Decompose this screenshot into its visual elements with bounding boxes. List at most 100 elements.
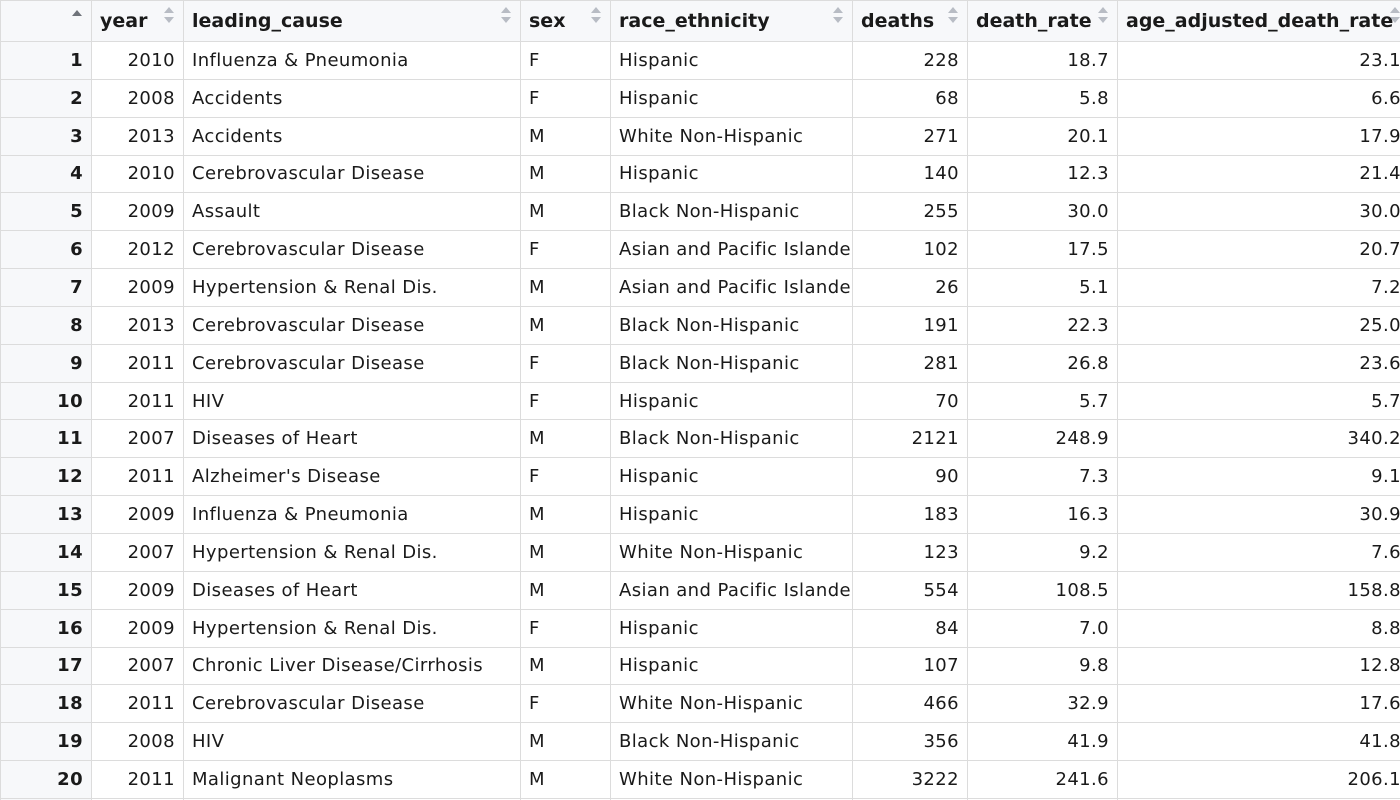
cell-year: 2011 <box>91 343 184 383</box>
row-index: 5 <box>0 192 92 232</box>
cell-deaths: 191 <box>852 305 968 345</box>
cell-death-rate: 9.8 <box>967 646 1118 686</box>
row-index: 1 <box>0 41 92 80</box>
column-header-label: death_rate <box>976 10 1092 32</box>
cell-race-ethnicity: White Non-Hispanic <box>610 684 853 724</box>
cell-race-ethnicity: White Non-Hispanic <box>610 760 853 799</box>
cell-age-adjusted-death-rate: 23.6 <box>1117 343 1400 383</box>
cell-year: 2013 <box>91 116 184 156</box>
cell-year: 2007 <box>91 646 184 686</box>
cell-leading-cause: HIV <box>183 722 521 762</box>
sort-ascending-icon[interactable] <box>71 7 83 25</box>
table-row[interactable]: 12 2011 Alzheimer's Disease F Hispanic 90 7.3 9… <box>0 457 1400 497</box>
table-row[interactable]: 5 2009 Assault M Black Non-Hispanic 255 30.0 30… <box>0 192 1400 232</box>
cell-race-ethnicity: Hispanic <box>610 457 853 497</box>
sort-icon[interactable] <box>832 7 844 25</box>
cell-age-adjusted-death-rate: 20.7 <box>1117 230 1400 270</box>
cell-death-rate: 41.9 <box>967 722 1118 762</box>
row-index: 17 <box>0 646 92 686</box>
cell-year: 2008 <box>91 78 184 118</box>
cell-sex: M <box>520 760 611 799</box>
sort-icon[interactable] <box>1097 7 1109 25</box>
empty-cell <box>1117 797 1400 800</box>
cell-deaths: 281 <box>852 343 968 383</box>
cell-leading-cause: Accidents <box>183 116 521 156</box>
cell-race-ethnicity: Black Non-Hispanic <box>610 722 853 762</box>
column-header-deaths[interactable]: deaths <box>852 0 968 42</box>
cell-race-ethnicity: Hispanic <box>610 154 853 194</box>
cell-death-rate: 5.8 <box>967 78 1118 118</box>
cell-year: 2009 <box>91 192 184 232</box>
cell-deaths: 2121 <box>852 419 968 459</box>
table-row[interactable]: 10 2011 HIV F Hispanic 70 5.7 5.7 <box>0 381 1400 421</box>
column-header-label: leading_cause <box>192 10 343 32</box>
cell-race-ethnicity: Black Non-Hispanic <box>610 305 853 345</box>
table-row[interactable]: 20 2011 Malignant Neoplasms M White Non-Hisp… <box>0 760 1400 799</box>
column-header-sex[interactable]: sex <box>520 0 611 42</box>
table-row[interactable]: 17 2007 Chronic Liver Disease/Cirrhosis M Hi… <box>0 646 1400 686</box>
cell-death-rate: 5.1 <box>967 268 1118 307</box>
table-row[interactable]: 2 2008 Accidents F Hispanic 68 5.8 6.6 <box>0 78 1400 118</box>
header-row: year leading_cause sex race_ethnicity de… <box>0 0 1400 42</box>
table-row[interactable]: 16 2009 Hypertension & Renal Dis. F Hispanic… <box>0 608 1400 648</box>
cell-sex: M <box>520 570 611 610</box>
table-row[interactable]: 7 2009 Hypertension & Renal Dis. M Asian and… <box>0 268 1400 307</box>
cell-deaths: 84 <box>852 608 968 648</box>
cell-age-adjusted-death-rate: 17.6 <box>1117 684 1400 724</box>
cell-leading-cause: Influenza & Pneumonia <box>183 495 521 534</box>
cell-race-ethnicity: Hispanic <box>610 608 853 648</box>
cell-sex: F <box>520 608 611 648</box>
cell-race-ethnicity: Hispanic <box>610 381 853 421</box>
cell-leading-cause: Diseases of Heart <box>183 570 521 610</box>
table-row[interactable]: 14 2007 Hypertension & Renal Dis. M White No… <box>0 532 1400 572</box>
column-header-death-rate[interactable]: death_rate <box>967 0 1118 42</box>
column-header-race-ethnicity[interactable]: race_ethnicity <box>610 0 853 42</box>
sort-icon[interactable] <box>947 7 959 25</box>
table-row[interactable]: 13 2009 Influenza & Pneumonia M Hispanic 183 1… <box>0 495 1400 534</box>
table-row[interactable]: 9 2011 Cerebrovascular Disease F Black Non-H… <box>0 343 1400 383</box>
table-row[interactable]: 15 2009 Diseases of Heart M Asian and Pacifi… <box>0 570 1400 610</box>
table-row[interactable]: 18 2011 Cerebrovascular Disease F White Non-… <box>0 684 1400 724</box>
column-header-index[interactable] <box>0 0 92 42</box>
sort-icon[interactable] <box>163 7 175 25</box>
table-row[interactable]: 8 2013 Cerebrovascular Disease M Black Non-H… <box>0 305 1400 345</box>
cell-race-ethnicity: Hispanic <box>610 495 853 534</box>
cell-leading-cause: Hypertension & Renal Dis. <box>183 268 521 307</box>
column-header-age-adjusted-death-rate[interactable]: age_adjusted_death_rate <box>1117 0 1400 42</box>
cell-sex: M <box>520 532 611 572</box>
sort-icon[interactable] <box>500 7 512 25</box>
cell-deaths: 271 <box>852 116 968 156</box>
cell-year: 2010 <box>91 154 184 194</box>
cell-deaths: 554 <box>852 570 968 610</box>
table-row[interactable]: 1 2010 Influenza & Pneumonia F Hispanic 228 18… <box>0 41 1400 80</box>
column-header-year[interactable]: year <box>91 0 184 42</box>
cell-age-adjusted-death-rate: 7.2 <box>1117 268 1400 307</box>
cell-age-adjusted-death-rate: 9.1 <box>1117 457 1400 497</box>
cell-death-rate: 248.9 <box>967 419 1118 459</box>
table-row[interactable]: 3 2013 Accidents M White Non-Hispanic 271 20.1… <box>0 116 1400 156</box>
table-row[interactable]: 6 2012 Cerebrovascular Disease F Asian and P… <box>0 230 1400 270</box>
cell-age-adjusted-death-rate: 25.0 <box>1117 305 1400 345</box>
cell-leading-cause: Assault <box>183 192 521 232</box>
table-row[interactable]: 11 2007 Diseases of Heart M Black Non-Hispan… <box>0 419 1400 459</box>
cell-year: 2009 <box>91 608 184 648</box>
row-index: 19 <box>0 722 92 762</box>
cell-year: 2011 <box>91 760 184 799</box>
row-index: 12 <box>0 457 92 497</box>
row-index: 10 <box>0 381 92 421</box>
cell-leading-cause: Malignant Neoplasms <box>183 760 521 799</box>
table-body: 1 2010 Influenza & Pneumonia F Hispanic 228 18… <box>0 41 1400 800</box>
column-header-leading-cause[interactable]: leading_cause <box>183 0 521 42</box>
table-row[interactable]: 4 2010 Cerebrovascular Disease M Hispanic 140… <box>0 154 1400 194</box>
cell-sex: M <box>520 268 611 307</box>
row-index: 13 <box>0 495 92 534</box>
cell-age-adjusted-death-rate: 17.9 <box>1117 116 1400 156</box>
cell-leading-cause: Cerebrovascular Disease <box>183 230 521 270</box>
cell-age-adjusted-death-rate: 158.8 <box>1117 570 1400 610</box>
cell-death-rate: 32.9 <box>967 684 1118 724</box>
cell-leading-cause: Chronic Liver Disease/Cirrhosis <box>183 646 521 686</box>
sort-icon[interactable] <box>1389 7 1400 25</box>
table-row[interactable]: 19 2008 HIV M Black Non-Hispanic 356 41.9 41.8 <box>0 722 1400 762</box>
sort-icon[interactable] <box>590 7 602 25</box>
cell-race-ethnicity: Asian and Pacific Islander <box>610 268 853 307</box>
